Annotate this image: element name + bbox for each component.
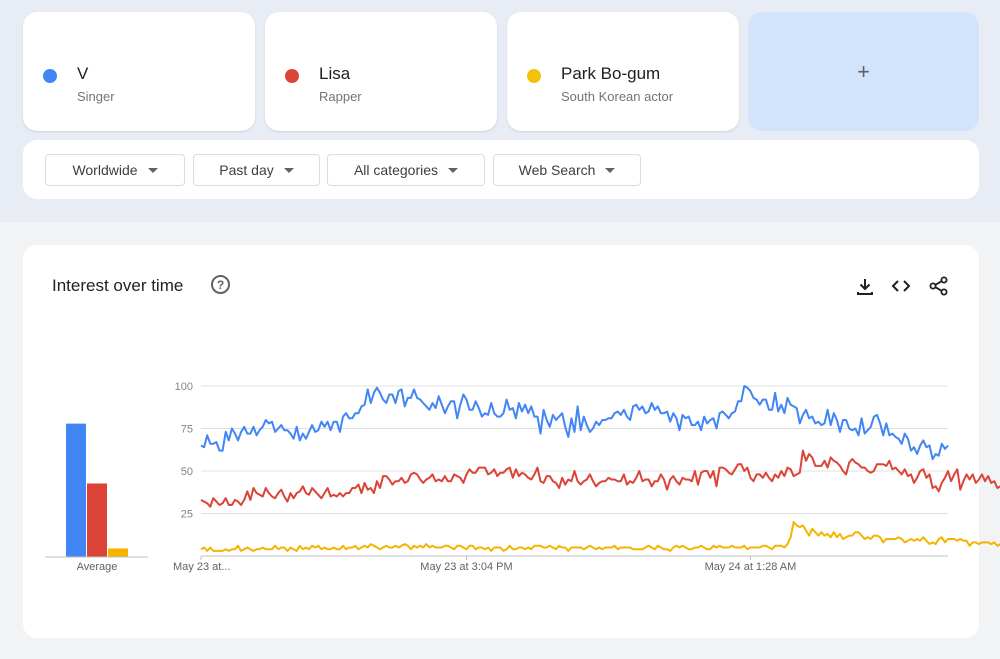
panel-title: Interest over time (52, 276, 184, 295)
share-icon[interactable] (928, 275, 950, 297)
term-subtitle: Rapper (319, 89, 362, 104)
term-color-dot (527, 69, 541, 83)
average-label: Average (77, 561, 118, 573)
caret-down-icon (448, 167, 459, 173)
x-tick-label: May 23 at 3:04 PM (420, 561, 512, 573)
series-line-park-bo-gum (200, 521, 1000, 552)
add-comparison-button[interactable]: + (748, 12, 979, 131)
term-card-v[interactable]: V Singer (23, 12, 255, 131)
time-range-dropdown[interactable]: Past day (193, 154, 320, 186)
term-color-dot (285, 69, 299, 83)
time-range-dropdown-label: Past day (219, 162, 274, 178)
download-icon[interactable] (854, 275, 876, 297)
average-bar-lisa (87, 483, 107, 557)
caret-down-icon (605, 167, 616, 173)
caret-down-icon (283, 167, 294, 173)
average-bar-v (66, 423, 86, 557)
region-dropdown[interactable]: Worldwide (45, 154, 185, 186)
y-tick-label: 50 (181, 466, 193, 478)
embed-code-icon[interactable] (890, 275, 912, 297)
plus-icon: + (857, 58, 870, 84)
term-subtitle: Singer (77, 89, 115, 104)
term-card-park-bo-gum[interactable]: Park Bo-gum South Korean actor (507, 12, 739, 131)
category-dropdown-label: All categories (353, 162, 439, 178)
series-line-v (200, 385, 949, 461)
y-tick-label: 75 (181, 424, 193, 436)
series-line-lisa (200, 449, 1000, 508)
term-color-dot (43, 69, 57, 83)
search-type-dropdown-label: Web Search (518, 162, 596, 178)
term-name: V (77, 64, 89, 83)
x-tick-label: May 24 at 1:28 AM (705, 561, 797, 573)
term-name: Park Bo-gum (561, 64, 661, 83)
y-tick-label: 25 (181, 509, 193, 521)
term-card-lisa[interactable]: Lisa Rapper (265, 12, 497, 131)
average-bar-park-bo-gum (108, 548, 128, 557)
region-dropdown-label: Worldwide (72, 162, 138, 178)
search-type-dropdown[interactable]: Web Search (493, 154, 641, 186)
interest-over-time-panel: Interest over time ? (23, 245, 979, 638)
y-tick-label: 100 (175, 381, 193, 393)
filter-bar: Worldwide Past day All categories Web Se… (23, 140, 979, 199)
term-subtitle: South Korean actor (561, 89, 674, 104)
help-circle-icon[interactable]: ? (211, 275, 230, 294)
caret-down-icon (147, 167, 158, 173)
category-dropdown[interactable]: All categories (327, 154, 485, 186)
x-tick-label: May 23 at... (173, 561, 230, 573)
term-name: Lisa (319, 64, 351, 83)
